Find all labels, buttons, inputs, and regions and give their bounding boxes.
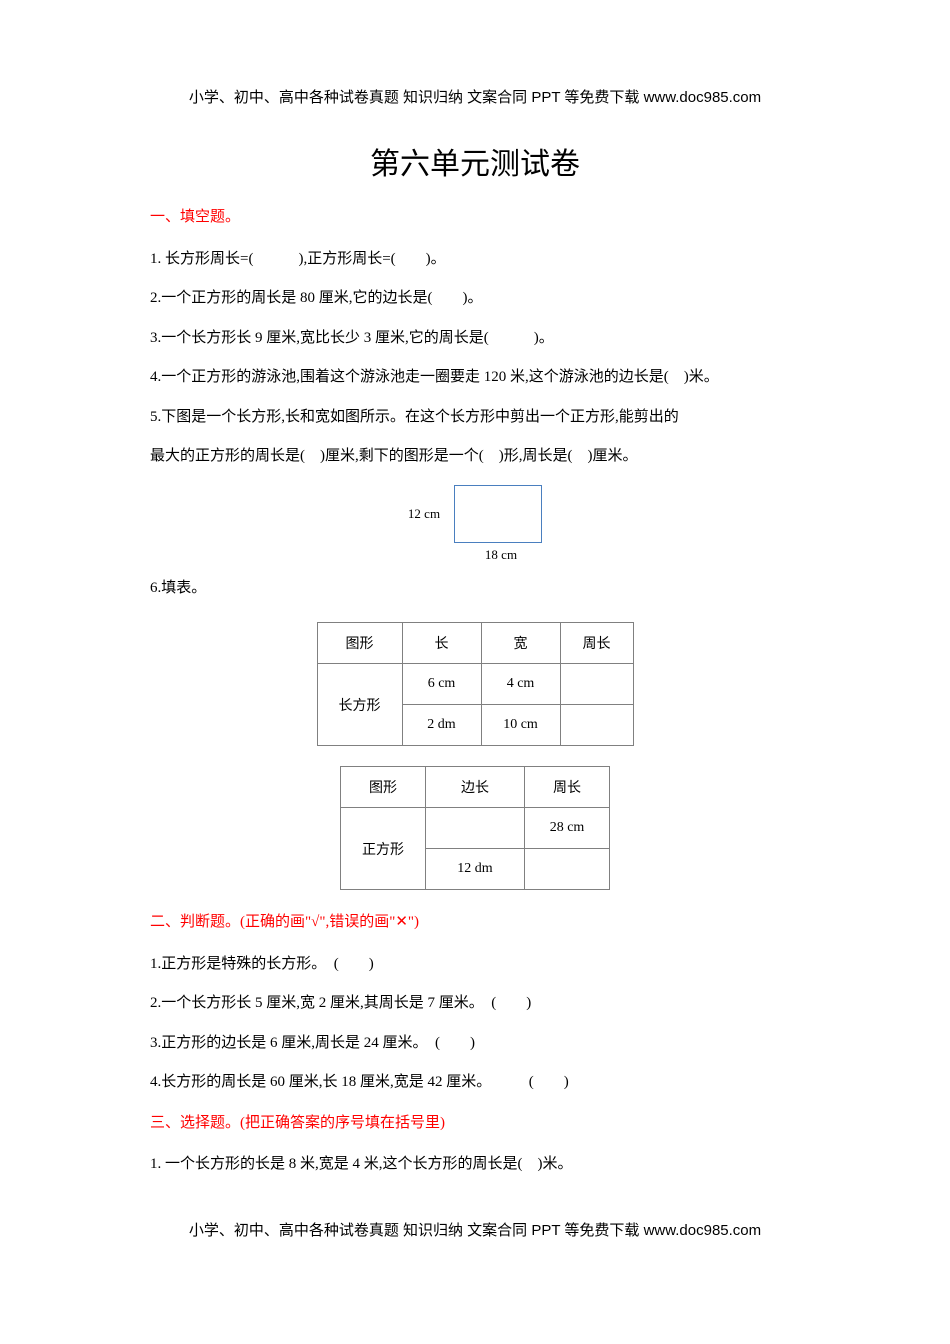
t1-r1c2: 6 cm (402, 664, 481, 705)
q1-4: 4.一个正方形的游泳池,围着这个游泳池走一圈要走 120 米,这个游泳池的边长是… (150, 363, 800, 392)
q1-1: 1. 长方形周长=( ),正方形周长=( )。 (150, 245, 800, 274)
exam-title: 第六单元测试卷 (150, 139, 800, 183)
t1-h1: 图形 (317, 623, 402, 664)
q2-3: 3.正方形的边长是 6 厘米,周长是 24 厘米。 ( ) (150, 1029, 800, 1058)
t1-h3: 宽 (481, 623, 560, 664)
q1-5b: 最大的正方形的周长是( )厘米,剩下的图形是一个( )形,周长是( )厘米。 (150, 442, 800, 471)
q1-3: 3.一个长方形长 9 厘米,宽比长少 3 厘米,它的周长是( )。 (150, 324, 800, 353)
t2-r1c2 (426, 808, 525, 849)
section-1-head: 一、填空题。 (150, 205, 800, 231)
section-2-head: 二、判断题。(正确的画"√",错误的画"✕") (150, 910, 800, 936)
t1-r2c3: 10 cm (481, 705, 560, 746)
t2-h3: 周长 (525, 767, 610, 808)
page-container: 小学、初中、高中各种试卷真题 知识归纳 文案合同 PPT 等免费下载 www.d… (0, 0, 950, 1300)
table-square: 图形 边长 周长 正方形 28 cm 12 dm (340, 766, 610, 890)
t1-shape: 长方形 (317, 664, 402, 746)
t2-r2c3 (525, 849, 610, 890)
q2-4: 4.长方形的周长是 60 厘米,长 18 厘米,宽是 42 厘米。 ( ) (150, 1068, 800, 1097)
q2-2: 2.一个长方形长 5 厘米,宽 2 厘米,其周长是 7 厘米。 ( ) (150, 989, 800, 1018)
table-row: 长方形 6 cm 4 cm (317, 664, 633, 705)
t2-h1: 图形 (341, 767, 426, 808)
t2-h2: 边长 (426, 767, 525, 808)
q5-figure: 12 cm 18 cm (150, 485, 800, 563)
q1-6: 6.填表。 (150, 574, 800, 603)
t2-shape: 正方形 (341, 808, 426, 890)
page-footer: 小学、初中、高中各种试卷真题 知识归纳 文案合同 PPT 等免费下载 www.d… (150, 1219, 800, 1240)
q2-1: 1.正方形是特殊的长方形。 ( ) (150, 950, 800, 979)
t1-r2c4 (560, 705, 633, 746)
t1-h4: 周长 (560, 623, 633, 664)
table-rectangle: 图形 长 宽 周长 长方形 6 cm 4 cm 2 dm 10 cm (317, 622, 634, 746)
t1-r2c2: 2 dm (402, 705, 481, 746)
t1-r1c4 (560, 664, 633, 705)
t2-r2c2: 12 dm (426, 849, 525, 890)
section-3-head: 三、选择题。(把正确答案的序号填在括号里) (150, 1111, 800, 1137)
q1-2: 2.一个正方形的周长是 80 厘米,它的边长是( )。 (150, 284, 800, 313)
table-row: 正方形 28 cm (341, 808, 610, 849)
figure-bottom-label: 18 cm (202, 547, 800, 563)
t2-r1c3: 28 cm (525, 808, 610, 849)
q1-5a: 5.下图是一个长方形,长和宽如图所示。在这个长方形中剪出一个正方形,能剪出的 (150, 403, 800, 432)
q3-1: 1. 一个长方形的长是 8 米,宽是 4 米,这个长方形的周长是( )米。 (150, 1150, 800, 1179)
table-row: 图形 长 宽 周长 (317, 623, 633, 664)
table-row: 图形 边长 周长 (341, 767, 610, 808)
figure-rectangle (454, 485, 542, 543)
page-header: 小学、初中、高中各种试卷真题 知识归纳 文案合同 PPT 等免费下载 www.d… (150, 86, 800, 107)
t1-r1c3: 4 cm (481, 664, 560, 705)
t1-h2: 长 (402, 623, 481, 664)
figure-left-label: 12 cm (408, 506, 440, 522)
